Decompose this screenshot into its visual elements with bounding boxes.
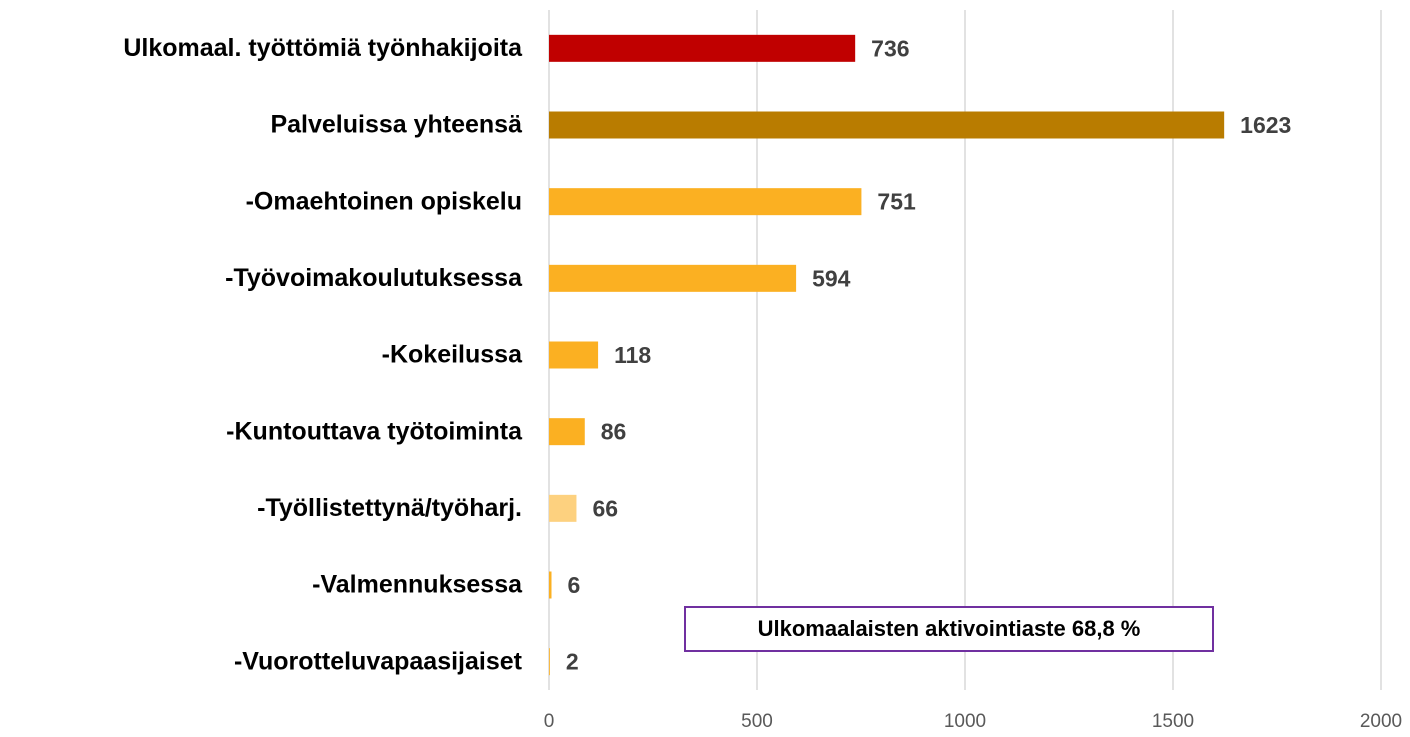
bar: [549, 264, 797, 292]
value-label: 86: [601, 419, 627, 445]
value-label: 1623: [1240, 112, 1291, 138]
y-tick-label: -Työvoimakoulutuksessa: [225, 264, 523, 292]
y-tick-label: -Omaehtoinen opiskelu: [246, 187, 522, 215]
x-tick-label: 1000: [944, 711, 986, 732]
y-tick-label: Palveluissa yhteensä: [270, 111, 522, 139]
annotation: Ulkomaalaisten aktivointiaste 68,8 %: [758, 616, 1141, 641]
bar: [549, 648, 550, 676]
value-label: 66: [592, 495, 618, 521]
bar: [549, 571, 552, 599]
bar: [549, 188, 862, 216]
x-tick-label: 2000: [1360, 711, 1402, 732]
value-label: 118: [614, 342, 651, 368]
x-tick-label: 1500: [1152, 711, 1194, 732]
y-tick-label: -Valmennuksessa: [312, 571, 523, 599]
value-label: 6: [567, 572, 580, 598]
bar: [549, 111, 1225, 139]
y-tick-label: -Kuntouttava työtoiminta: [226, 417, 523, 445]
bar: [549, 34, 856, 62]
value-label: 736: [871, 35, 909, 61]
y-tick-label: -Kokeilussa: [382, 341, 523, 369]
value-label: 751: [877, 189, 916, 215]
y-tick-label: -Vuorotteluvapaasijaiset: [234, 647, 523, 675]
bar: [549, 341, 599, 369]
y-tick-label: -Työllistettynä/työharj.: [257, 494, 522, 522]
x-tick-label: 0: [544, 711, 555, 732]
value-label: 2: [566, 649, 579, 675]
value-label: 594: [812, 265, 851, 291]
x-tick-label: 500: [741, 711, 773, 732]
annotation-box: [684, 606, 1214, 652]
y-tick-label: Ulkomaal. työttömiä työnhakijoita: [123, 34, 523, 62]
bar: [549, 494, 577, 522]
bar: [549, 418, 585, 446]
